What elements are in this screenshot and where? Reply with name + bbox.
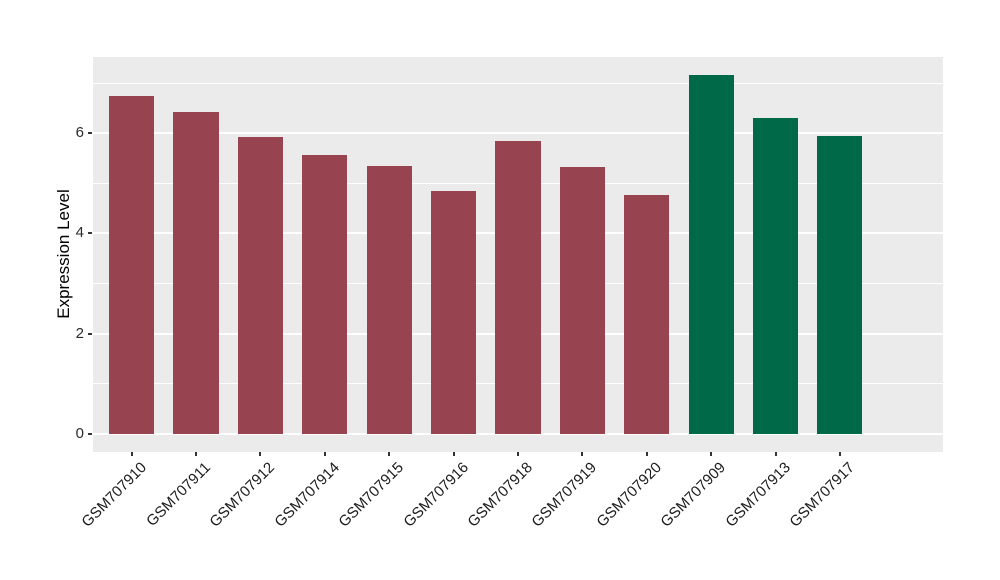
x-tick-label: GSM707913	[721, 459, 794, 531]
x-tick-label: GSM707912	[206, 459, 279, 531]
x-tick-mark	[517, 452, 519, 456]
gridline-major	[93, 432, 943, 435]
bar-GSM707919	[559, 166, 605, 434]
x-tick-label: GSM707917	[786, 459, 858, 531]
y-tick-label: 2	[75, 324, 84, 342]
gridline-minor	[93, 82, 943, 84]
x-tick-mark	[710, 452, 713, 456]
x-tick-mark	[195, 452, 198, 456]
bar-GSM707909	[688, 75, 734, 434]
x-tick-mark	[452, 452, 455, 456]
x-tick-label: GSM707911	[143, 459, 215, 530]
x-tick-label: GSM707914	[271, 459, 343, 531]
x-tick-label: GSM707920	[593, 459, 665, 531]
x-tick-mark	[774, 452, 777, 456]
x-tick-mark	[838, 452, 841, 456]
x-tick-label: GSM707916	[400, 459, 472, 531]
bar-GSM707911	[173, 112, 219, 434]
x-tick-label: GSM707919	[528, 459, 601, 531]
x-tick-label: GSM707909	[657, 459, 730, 531]
x-tick-label: GSM707915	[335, 459, 408, 531]
bar-GSM707915	[366, 165, 412, 434]
plot-panel	[93, 57, 943, 452]
bar-GSM707917	[817, 135, 863, 434]
x-tick-mark	[645, 452, 648, 456]
x-tick-mark	[259, 452, 262, 456]
x-tick-label: GSM707910	[78, 459, 150, 531]
bar-GSM707913	[753, 117, 799, 434]
bar-GSM707920	[624, 194, 670, 434]
y-tick-label: 0	[75, 424, 84, 442]
y-axis-title: Expression Level	[54, 189, 73, 319]
y-tick-mark	[88, 432, 92, 435]
bar-GSM707912	[237, 137, 283, 434]
y-tick-label: 6	[75, 124, 84, 142]
y-tick-label: 4	[75, 224, 84, 242]
x-tick-mark	[581, 452, 584, 456]
x-tick-label: GSM707918	[464, 459, 537, 531]
gridline-major	[93, 132, 943, 135]
y-tick-mark	[88, 332, 92, 335]
x-tick-mark	[130, 452, 133, 456]
y-tick-mark	[88, 232, 92, 235]
bar-GSM707914	[302, 154, 348, 434]
bar-GSM707916	[431, 190, 477, 434]
y-tick-mark	[88, 132, 92, 135]
x-tick-mark	[388, 452, 391, 456]
bar-GSM707910	[109, 96, 155, 434]
x-tick-mark	[323, 452, 326, 456]
bar-GSM707918	[495, 141, 541, 434]
